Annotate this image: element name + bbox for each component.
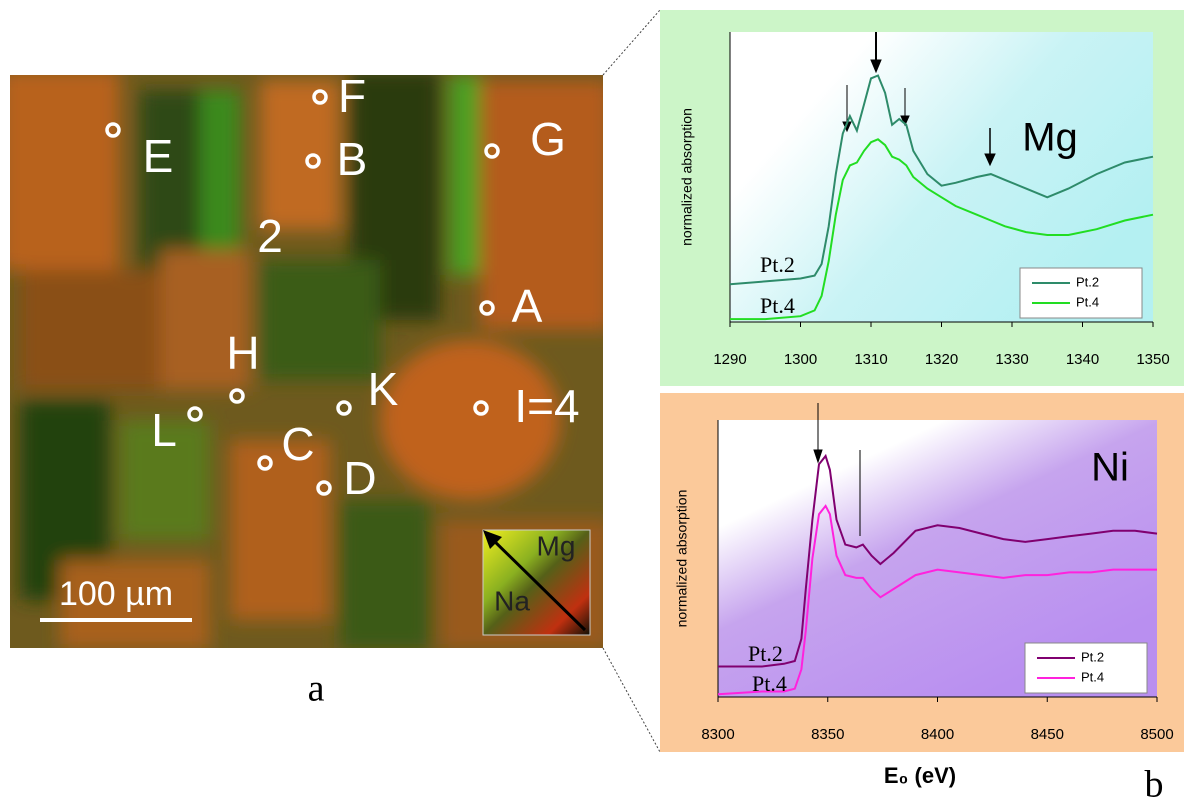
x-tick-label: 8450	[1031, 726, 1064, 743]
x-tick-label: 8300	[701, 726, 734, 743]
x-tick-label: 1340	[1066, 351, 1099, 368]
zoom-line	[603, 10, 660, 75]
curve-label: Pt.2	[760, 252, 795, 277]
element-label: Ni	[1091, 446, 1129, 490]
key-label: Na	[494, 585, 530, 616]
x-axis-label: E₀ (eV)	[884, 763, 956, 788]
point-label: L	[151, 404, 177, 456]
key-label: Mg	[537, 530, 576, 561]
zoom-line	[603, 648, 660, 752]
legend-label: Pt.4	[1076, 294, 1099, 309]
figure: E F B G 2 A H L K I=4 C D 100 µm Mg Na a	[0, 0, 1184, 806]
curve-label: Pt.4	[752, 671, 787, 696]
curve-label: Pt.4	[760, 293, 795, 318]
x-tick-label: 8400	[921, 726, 954, 743]
point-label: 2	[257, 210, 283, 262]
point-label: A	[512, 280, 543, 332]
point-label: K	[368, 363, 399, 415]
point-label: D	[343, 452, 376, 504]
x-tick-label: 1310	[854, 351, 887, 368]
x-tick-label: 1290	[713, 351, 746, 368]
point-label: I=4	[514, 380, 579, 432]
panel-label: b	[1145, 764, 1164, 806]
x-tick-label: 1320	[925, 351, 958, 368]
y-axis-label: normalized absorption	[674, 490, 690, 628]
legend-label: Pt.2	[1081, 649, 1104, 664]
panel-label: a	[308, 668, 325, 710]
x-tick-label: 8350	[811, 726, 844, 743]
curve-label: Pt.2	[748, 641, 783, 666]
point-label: C	[281, 418, 314, 470]
x-tick-label: 1300	[784, 351, 817, 368]
point-label: H	[226, 327, 259, 379]
legend-label: Pt.2	[1076, 274, 1099, 289]
x-tick-label: 1350	[1136, 351, 1169, 368]
point-label: E	[143, 130, 174, 182]
legend-label: Pt.4	[1081, 669, 1104, 684]
x-tick-label: 8500	[1140, 726, 1173, 743]
y-axis-label: normalized absorption	[679, 108, 695, 246]
point-label: F	[338, 70, 366, 122]
point-label: G	[530, 113, 566, 165]
element-label: Mg	[1022, 116, 1078, 160]
point-label: B	[337, 133, 368, 185]
scale-bar-label: 100 µm	[59, 575, 173, 613]
x-tick-label: 1330	[995, 351, 1028, 368]
